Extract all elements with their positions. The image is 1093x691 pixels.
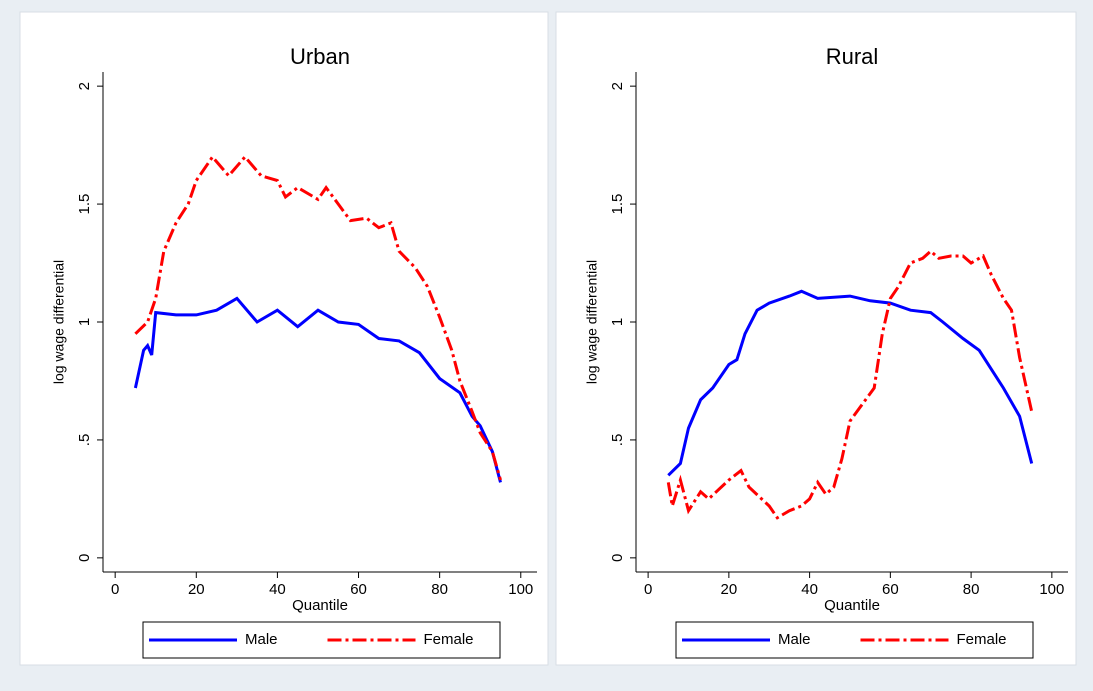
x-tick-label: 0 <box>644 581 652 598</box>
y-tick-label: 2 <box>76 82 93 90</box>
y-tick-label: 2 <box>609 82 626 90</box>
y-tick-label: .5 <box>76 434 93 447</box>
y-tick-label: 1.5 <box>609 194 626 215</box>
y-tick-label: 1 <box>76 318 93 326</box>
data-line <box>133 296 502 483</box>
legend-label: Male <box>778 631 811 648</box>
x-tick-label: 20 <box>721 581 738 598</box>
legend-label: Female <box>957 631 1007 648</box>
data-line <box>134 154 502 481</box>
chart-title: Rural <box>826 44 879 69</box>
x-tick-label: 60 <box>882 581 899 598</box>
x-tick-label: 80 <box>431 581 448 598</box>
y-axis-label: log wage differential <box>51 260 67 384</box>
y-tick-label: 1 <box>609 318 626 326</box>
x-tick-label: 60 <box>350 581 367 598</box>
panel <box>555 11 1077 666</box>
panel <box>19 11 549 666</box>
x-tick-label: 100 <box>508 581 533 598</box>
y-axis-label: log wage differential <box>584 260 600 384</box>
x-axis-label: Quantile <box>824 597 880 614</box>
chart-title: Urban <box>290 44 350 69</box>
x-tick-label: 40 <box>269 581 286 598</box>
x-axis-label: Quantile <box>292 597 348 614</box>
y-tick-label: 1.5 <box>76 194 93 215</box>
y-tick-label: 0 <box>76 554 93 562</box>
y-tick-label: 0 <box>609 554 626 562</box>
x-tick-label: 100 <box>1039 581 1064 598</box>
x-tick-label: 40 <box>801 581 818 598</box>
data-line <box>667 289 1034 477</box>
x-tick-label: 0 <box>111 581 119 598</box>
x-tick-label: 80 <box>963 581 980 598</box>
legend-label: Male <box>245 631 278 648</box>
legend-label: Female <box>424 631 474 648</box>
y-tick-label: .5 <box>609 434 626 447</box>
data-line <box>666 249 1034 520</box>
x-tick-label: 20 <box>188 581 205 598</box>
